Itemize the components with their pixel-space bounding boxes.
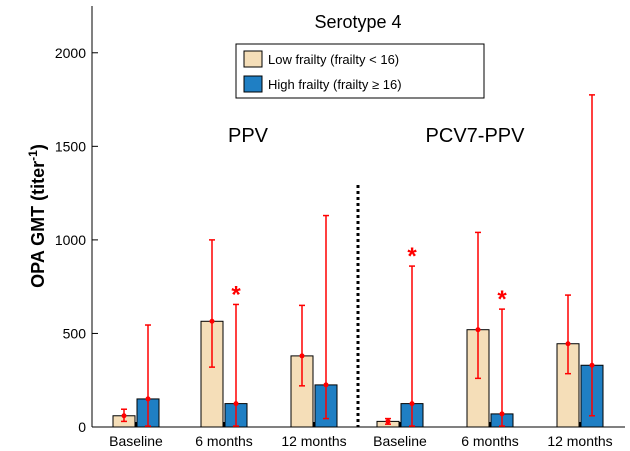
significance-star: *	[497, 286, 507, 313]
legend-swatch-high-frailty	[243, 75, 263, 93]
mean-marker	[409, 401, 415, 407]
y-axis-label-superscript: -1	[26, 150, 40, 161]
group-label-pcv7-ppv: PCV7-PPV	[426, 125, 526, 147]
legend-label-high-frailty: High frailty (frailty ≥ 16)	[268, 77, 402, 92]
x-tick-label: Baseline	[373, 433, 427, 449]
x-tick-labels: Baseline 6 months 12 months Baseline 6 month…	[109, 422, 613, 449]
mean-marker	[209, 318, 215, 324]
mean-marker	[121, 413, 127, 419]
y-tick-label: 1500	[55, 138, 86, 154]
mean-marker	[565, 341, 571, 347]
significance-star: *	[231, 281, 241, 308]
x-tick-label: 6 months	[461, 433, 519, 449]
y-ticks: 0 500 1000 1500 2000	[55, 45, 98, 435]
significance-star: *	[407, 243, 417, 270]
x-tick-label: 12 months	[281, 433, 346, 449]
group-label-ppv: PPV	[228, 125, 269, 147]
y-tick-label: 0	[78, 419, 86, 435]
mean-marker	[233, 401, 239, 407]
x-tick-label: 12 months	[547, 433, 612, 449]
chart-title: Serotype 4	[314, 12, 401, 32]
y-tick-label: 500	[63, 325, 87, 341]
mean-marker	[475, 327, 481, 333]
mean-marker	[499, 411, 505, 417]
y-tick-label: 2000	[55, 45, 86, 61]
mean-marker	[323, 382, 329, 388]
significance-markers: * * *	[231, 243, 507, 313]
y-tick-label: 1000	[55, 232, 86, 248]
mean-marker	[145, 396, 151, 402]
legend-label-low-frailty: Low frailty (frailty < 16)	[268, 52, 399, 67]
mean-marker	[589, 362, 595, 368]
y-axis-label-close: )	[28, 144, 48, 150]
x-tick-label: 6 months	[195, 433, 253, 449]
legend: Low frailty (frailty < 16) High frailty …	[235, 43, 485, 99]
y-axis-label: OPA GMT (titer-1)	[26, 144, 48, 288]
legend-swatch-low-frailty	[243, 50, 263, 68]
mean-marker	[385, 418, 391, 424]
y-axis-label-main: OPA GMT (titer	[28, 161, 48, 288]
x-tick-label: Baseline	[109, 433, 163, 449]
legend-box	[235, 43, 485, 99]
error-bars	[121, 94, 595, 427]
mean-marker	[299, 353, 305, 359]
